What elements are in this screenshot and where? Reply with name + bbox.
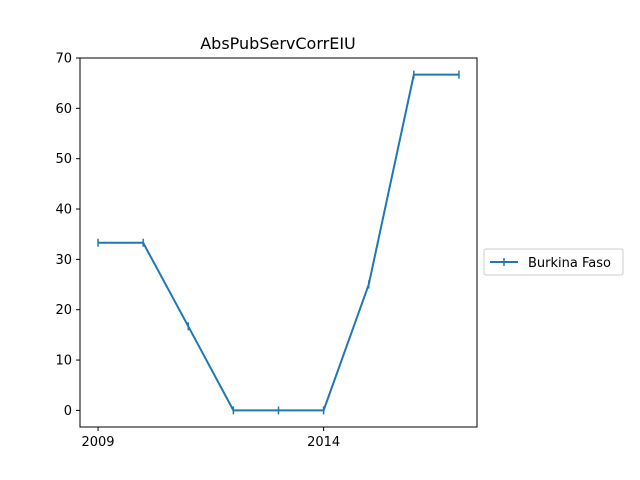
y-tick-label: 20 xyxy=(55,303,72,318)
y-tick-label: 0 xyxy=(64,404,72,419)
x-axis: 2009 2014 xyxy=(81,427,340,450)
chart-title: AbsPubServCorrEIU xyxy=(200,34,356,53)
x-tick-label: 2014 xyxy=(307,435,340,450)
legend-frame xyxy=(483,248,624,276)
y-tick-label: 50 xyxy=(55,152,72,167)
y-tick-label: 30 xyxy=(55,253,72,268)
y-tick-label: 70 xyxy=(55,52,72,67)
series-line-burkina-faso xyxy=(98,73,459,412)
legend-label-burkina-faso: Burkina Faso xyxy=(528,256,611,271)
y-tick-label: 60 xyxy=(55,102,72,117)
y-tick-label: 10 xyxy=(55,354,72,369)
legend[interactable]: Burkina Faso xyxy=(483,248,624,276)
y-axis: 0 10 20 30 40 50 60 70 xyxy=(55,52,80,419)
y-tick-label: 40 xyxy=(55,203,72,218)
plot-frame xyxy=(79,57,478,428)
x-tick-label: 2009 xyxy=(81,435,114,450)
series-layer xyxy=(97,70,460,415)
